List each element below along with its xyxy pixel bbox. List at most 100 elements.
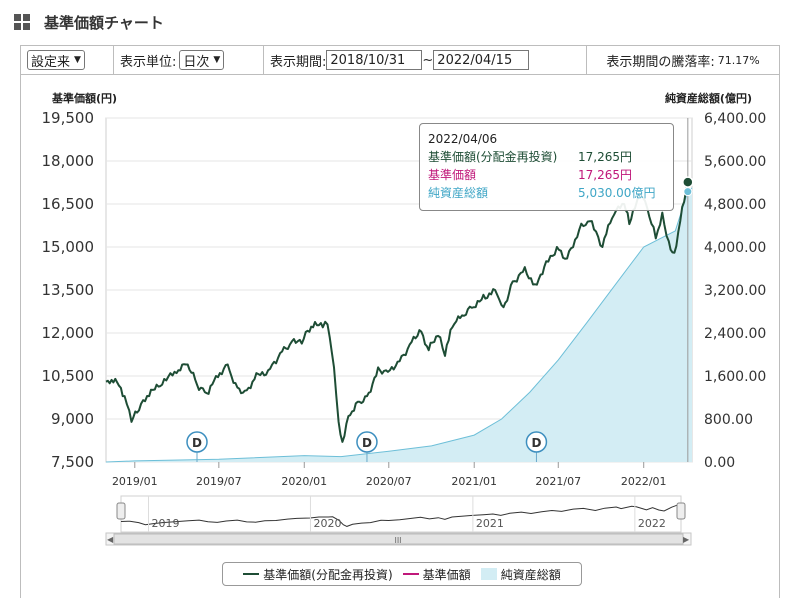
change-cell: 表示期間の騰落率: 71.17% <box>587 46 779 74</box>
legend-item-nav[interactable]: 基準価額 <box>402 566 471 583</box>
navigator-label: 2019 <box>152 517 180 530</box>
mode-cell: 設定来 ▼ <box>21 46 114 74</box>
legend-label: 基準価額 <box>422 567 471 582</box>
y-right-tick-label: 5,600.00 <box>704 154 766 170</box>
scroll-left-icon[interactable]: ◀ <box>107 535 114 544</box>
net-assets-area <box>106 187 692 462</box>
scrollbar-thumb[interactable] <box>113 533 684 545</box>
y-right-tick-label: 4,000.00 <box>704 240 766 256</box>
navigator-right-handle[interactable] <box>676 502 686 520</box>
distribution-marker-label: D <box>192 436 202 450</box>
scrollbar-grip: III <box>394 536 401 545</box>
legend-swatch <box>243 573 260 575</box>
x-tick-label: 2019/01 <box>112 475 158 488</box>
start-date-input[interactable]: 2018/10/31 <box>326 50 423 70</box>
y-left-tick-label: 10,500 <box>42 367 95 385</box>
change-value: 71.17% <box>717 53 760 67</box>
chart-panel <box>20 75 780 598</box>
nav-reinvest-line <box>105 180 693 443</box>
chart-header: 基準価額チャート <box>14 10 164 34</box>
navigator[interactable]: 2019 2020 2021 2022 ◀ ▶ III <box>105 495 692 546</box>
hover-focus <box>682 118 694 462</box>
legend-swatch <box>480 568 497 580</box>
unit-select[interactable]: 日次 ▼ <box>179 50 225 70</box>
y-left-tick-label: 19,500 <box>42 109 95 127</box>
chart-legend: 基準価額(分配金再投資) 基準価額 純資産総額 <box>222 562 582 586</box>
tooltip-row-reinvest: 基準価額(分配金再投資) 17,265円 <box>428 148 665 166</box>
scroll-right-icon[interactable]: ▶ <box>683 535 690 544</box>
left-axis-title: 基準価額(円) <box>51 91 117 105</box>
mode-select-value: 設定来 <box>31 54 71 70</box>
tooltip-value: 5,030.00億円 <box>578 186 656 200</box>
chevron-down-icon: ▼ <box>213 55 221 65</box>
y-left-tick-label: 13,500 <box>42 281 95 299</box>
y-left-tick-label: 9,000 <box>51 410 94 428</box>
x-tick-label: 2021/07 <box>535 475 581 488</box>
distribution-marker <box>186 431 208 453</box>
right-axis-title: 純資産総額(億円) <box>665 91 752 105</box>
legend-swatch <box>402 573 419 575</box>
x-tick-label: 2020/07 <box>366 475 412 488</box>
distribution-marker <box>356 431 378 453</box>
y-left-tick-label: 15,000 <box>42 238 95 256</box>
navigator-window <box>120 495 682 533</box>
navigator-left-handle[interactable] <box>116 502 126 520</box>
x-tick-label: 2021/01 <box>451 475 497 488</box>
legend-label: 基準価額(分配金再投資) <box>263 567 393 582</box>
data-tooltip: 2022/04/06 基準価額(分配金再投資) 17,265円 基準価額 17,… <box>419 123 674 211</box>
y-left-tick-label: 12,000 <box>42 324 95 342</box>
y-right-tick-label: 4,800.00 <box>704 197 766 213</box>
tooltip-value: 17,265円 <box>578 150 632 164</box>
distribution-marker-label: D <box>531 436 541 450</box>
distribution-marker-label: D <box>362 436 372 450</box>
x-tick-label: 2022/01 <box>621 475 667 488</box>
y-right-tick-label: 2,400.00 <box>704 326 766 342</box>
legend-label: 純資産総額 <box>500 567 561 582</box>
y-right-tick-label: 3,200.00 <box>704 283 766 299</box>
unit-label: 表示単位: <box>120 54 177 70</box>
period-label: 表示期間: <box>270 54 327 70</box>
y-right-ticks: 6,400.00 5,600.00 4,800.00 4,000.00 3,200.00… <box>704 111 766 471</box>
navigator-labels: 2019 2020 2021 2022 <box>148 496 666 532</box>
control-bar: 設定来 ▼ 表示単位: 日次 ▼ 表示期間: 2018/10/31 ~ 2022/0… <box>20 45 780 75</box>
tooltip-label: 基準価額(分配金再投資) <box>428 150 558 164</box>
period-cell: 表示期間: 2018/10/31 ~ 2022/04/15 <box>264 46 587 74</box>
x-tick-label: 2019/07 <box>196 475 242 488</box>
navigator-label: 2021 <box>476 517 504 530</box>
x-ticks: 2019/01 2019/07 2020/01 2020/07 2021/01 2021/… <box>112 462 667 488</box>
mode-select[interactable]: 設定来 ▼ <box>27 50 85 70</box>
y-left-ticks: 19,500 18,000 16,500 15,000 13,500 12,000 10,5… <box>42 109 95 471</box>
y-left-tick-label: 16,500 <box>42 195 95 213</box>
y-right-tick-label: 1,600.00 <box>704 369 766 385</box>
tooltip-row-nav: 基準価額 17,265円 <box>428 166 665 184</box>
tooltip-label: 純資産総額 <box>428 186 489 200</box>
legend-item-assets[interactable]: 純資産総額 <box>480 566 561 583</box>
page-title: 基準価額チャート <box>44 13 164 32</box>
navigator-line <box>120 504 682 527</box>
y-left-tick-label: 18,000 <box>42 152 95 170</box>
tooltip-date: 2022/04/06 <box>428 132 498 146</box>
hover-point <box>682 176 694 188</box>
navigator-label: 2022 <box>638 517 666 530</box>
x-tick-label: 2020/01 <box>281 475 327 488</box>
period-tilde: ~ <box>422 52 434 68</box>
change-label: 表示期間の騰落率: <box>606 54 715 70</box>
distribution-marker <box>525 431 548 453</box>
y-right-tick-label: 0.00 <box>704 455 735 471</box>
grid-icon <box>14 14 30 30</box>
legend-item-reinvest[interactable]: 基準価額(分配金再投資) <box>243 566 393 583</box>
chevron-down-icon: ▼ <box>74 55 81 65</box>
y-right-tick-label: 6,400.00 <box>704 111 766 127</box>
y-right-tick-label: 800.00 <box>704 412 753 428</box>
hover-point-assets <box>683 187 693 197</box>
unit-cell: 表示単位: 日次 ▼ <box>114 46 264 74</box>
unit-select-value: 日次 <box>183 54 210 70</box>
tooltip-value: 17,265円 <box>578 168 632 182</box>
tooltip-row-assets: 純資産総額 5,030.00億円 <box>428 184 665 202</box>
tooltip-label: 基準価額 <box>428 168 477 182</box>
navigator-label: 2020 <box>313 517 341 530</box>
end-date-input[interactable]: 2022/04/15 <box>433 50 530 70</box>
y-left-tick-label: 7,500 <box>51 453 94 471</box>
